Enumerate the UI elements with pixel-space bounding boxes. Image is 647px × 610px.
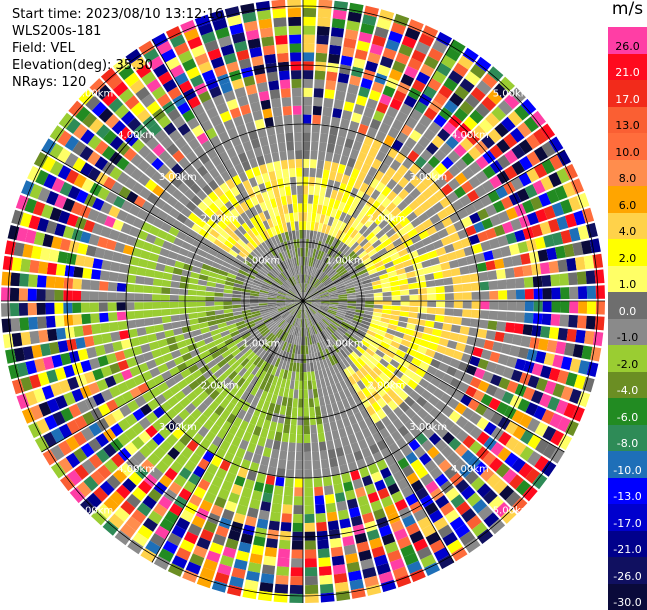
colorbar-tick-label: -8.0 [608,438,647,450]
field-text: Field: VEL [12,40,223,57]
colorbar-tick-label: 2.0 [608,253,647,265]
colorbar-swatch: -21.0 [608,531,647,558]
colorbar-tick-label: 26.0 [608,41,647,53]
colorbar-swatch: -4.0 [608,372,647,399]
range-ring-label: 1.00km [242,339,280,350]
colorbar-tick-label: -10.0 [608,465,647,477]
range-ring-label: 4.00km [451,464,489,475]
colorbar-tick-label: -26.0 [608,571,647,583]
range-ring-label: 4.00km [451,130,489,141]
colorbar-unit: m/s [608,0,647,19]
range-ring-label: 5.00km [75,506,113,517]
range-ring-label: 1.00km [326,255,364,266]
colorbar-swatch: 13.0 [608,107,647,134]
colorbar-tick-label: 0.0 [608,306,647,318]
colorbar-swatch: 2.0 [608,239,647,266]
station-text: WLS200s-181 [12,23,223,40]
colorbar-tick-label: -21.0 [608,544,647,556]
range-ring-label: 4.00km [117,464,155,475]
colorbar-tick-label: -17.0 [608,518,647,530]
colorbar-swatch: -6.0 [608,398,647,425]
range-ring-label: 5.00km [493,506,531,517]
start-time-text: Start time: 2023/08/10 13:12:16 [12,6,223,23]
velocity-colorbar: m/s 26.0 21.0 17.0 13.0 10.0 8.0 6.0 4.0 2.0 1.0 0… [608,0,647,607]
colorbar-swatch: 10.0 [608,133,647,160]
range-ring-label: 2.00km [201,214,239,225]
range-ring-label: 3.00km [159,172,197,183]
colorbar-tick-label: -4.0 [608,385,647,397]
range-ring-label: 5.00km [493,88,531,99]
elevation-text: Elevation(deg): 35.30 [12,57,223,74]
nrays-text: NRays: 120 [12,74,223,91]
colorbar-swatch: 8.0 [608,160,647,187]
colorbar-swatch: -26.0 [608,557,647,584]
colorbar-swatch: -2.0 [608,345,647,372]
colorbar-swatch: 6.0 [608,186,647,213]
range-ring-label: 1.00km [326,339,364,350]
colorbar-tick-label: 13.0 [608,120,647,132]
colorbar-tick-label: -30.0 [608,597,647,609]
range-ring-label: 2.00km [367,214,405,225]
colorbar-tick-label: 21.0 [608,67,647,79]
colorbar-swatch: 17.0 [608,80,647,107]
ppi-velocity-scan: 1.00km 1.00km 1.00km 1.00km 2.00km 2.00km 2.00… [0,0,608,607]
colorbar-swatch: -1.0 [608,319,647,346]
range-ring-label: 3.00km [409,172,447,183]
range-ring-label: 3.00km [159,422,197,433]
colorbar-swatch: 26.0 [608,27,647,54]
colorbar-boxes: 26.0 21.0 17.0 13.0 10.0 8.0 6.0 4.0 2.0 1.0 0.0 -1… [608,27,647,610]
colorbar-tick-label: 10.0 [608,147,647,159]
colorbar-tick-label: -6.0 [608,412,647,424]
colorbar-swatch: 4.0 [608,213,647,240]
range-ring-label: 3.00km [409,422,447,433]
colorbar-tick-label: 17.0 [608,94,647,106]
colorbar-swatch: 21.0 [608,54,647,81]
colorbar-tick-label: 1.0 [608,279,647,291]
colorbar-tick-label: 8.0 [608,173,647,185]
range-ring-label: 1.00km [242,255,280,266]
colorbar-swatch: -17.0 [608,504,647,531]
colorbar-tick-label: -2.0 [608,359,647,371]
colorbar-tick-label: -13.0 [608,491,647,503]
range-ring-label: 4.00km [117,130,155,141]
colorbar-tick-label: 4.0 [608,226,647,238]
colorbar-tick-label: 6.0 [608,200,647,212]
range-ring-label: 2.00km [201,380,239,391]
colorbar-swatch: -30.0 [608,584,647,610]
range-ring-label: 2.00km [367,380,405,391]
colorbar-swatch: 0.0 [608,292,647,319]
colorbar-tick-label: -1.0 [608,332,647,344]
scan-info-panel: Start time: 2023/08/10 13:12:16 WLS200s-… [12,6,223,91]
colorbar-swatch: 1.0 [608,266,647,293]
colorbar-swatch: -8.0 [608,425,647,452]
colorbar-swatch: -10.0 [608,451,647,478]
colorbar-swatch: -13.0 [608,478,647,505]
